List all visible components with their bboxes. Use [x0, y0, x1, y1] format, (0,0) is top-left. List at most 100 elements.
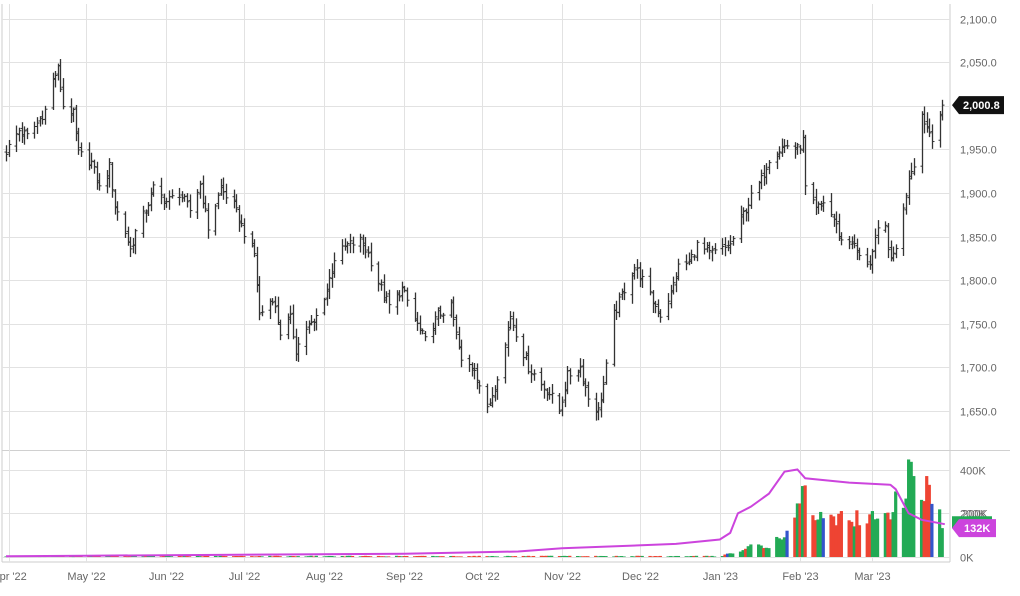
volume-bar: [583, 556, 587, 557]
x-tick-label: Dec '22: [622, 571, 659, 583]
volume-bar: [819, 511, 823, 557]
price-tick-label: 1,750.0: [960, 320, 997, 332]
x-tick-label: Apr '22: [0, 571, 27, 583]
volume-bar: [358, 556, 362, 557]
volume-bar: [723, 554, 727, 557]
volume-bar: [798, 503, 802, 557]
volume-bar: [832, 516, 836, 557]
volume-bar: [288, 556, 293, 557]
volume-bar: [656, 556, 660, 557]
last-price-label: 2,000.8: [963, 100, 1000, 112]
volume-bar: [451, 555, 456, 557]
volume-bar: [594, 555, 598, 557]
x-tick-label: Jul '22: [229, 571, 260, 583]
volume-bar: [907, 459, 911, 557]
volume-bar: [850, 521, 854, 557]
volume-bar: [586, 556, 590, 557]
volume-bar: [164, 555, 168, 557]
volume-bar: [200, 556, 205, 557]
volume-bar: [692, 555, 696, 557]
volume-bar: [322, 556, 326, 558]
volume-bar: [632, 556, 637, 558]
volume-bar: [273, 555, 277, 557]
volume-bar: [676, 555, 681, 557]
volume-bar: [366, 556, 370, 557]
volume-bar: [457, 556, 461, 558]
volume-bar: [575, 556, 580, 557]
volume-bar: [198, 556, 202, 557]
volume-bar: [294, 556, 298, 557]
volume-bar: [612, 556, 616, 558]
volume-bar: [330, 555, 334, 557]
volume-bar: [795, 503, 800, 557]
volume-bar: [361, 556, 365, 557]
volume-bar: [757, 544, 761, 557]
volume-bar: [834, 525, 838, 557]
volume-bar: [780, 539, 784, 557]
volume-bar: [382, 556, 386, 557]
volume-bar: [640, 555, 644, 557]
x-tick-label: Jun '22: [149, 571, 184, 583]
x-tick-label: Sep '22: [386, 571, 423, 583]
volume-bar: [493, 556, 497, 557]
volume-bar: [239, 555, 243, 557]
volume-bar: [397, 555, 401, 557]
volume-bar: [219, 555, 223, 557]
volume-bar: [601, 555, 606, 557]
volume-bar: [242, 556, 246, 557]
volume-bar: [720, 556, 725, 557]
volume-bar: [332, 556, 337, 558]
volume-bar: [617, 556, 621, 557]
volume-bar: [469, 556, 474, 558]
x-tick-label: Mar '23: [854, 571, 890, 583]
volume-bar: [115, 556, 119, 557]
x-tick-label: Aug '22: [306, 571, 343, 583]
open-interest-layer: [5, 468, 945, 558]
volume-bar: [544, 555, 549, 557]
volume-bar: [839, 511, 843, 557]
x-tick-label: Jan '23: [703, 571, 738, 583]
volume-bar: [402, 556, 406, 557]
volume-bar: [467, 556, 471, 557]
volume-bar: [144, 555, 148, 557]
volume-bar: [128, 556, 132, 558]
volume-bar: [725, 553, 730, 557]
last-volume-tag: [952, 519, 996, 538]
volume-bar: [490, 555, 494, 557]
volume-bar: [213, 555, 218, 557]
volume-bar: [560, 555, 564, 557]
volume-bar: [837, 513, 841, 557]
volume-bar: [503, 556, 507, 557]
volume-bar: [513, 556, 518, 557]
volume-bar: [141, 556, 145, 558]
volume-bar: [206, 555, 210, 557]
volume-bar: [940, 528, 944, 557]
volume-bar: [234, 555, 238, 557]
price-tick-label: 1,700.0: [960, 363, 997, 375]
volume-bar: [604, 556, 608, 557]
volume-bar: [180, 556, 184, 557]
price-tick-label: 2,050.0: [960, 58, 997, 70]
volume-bar: [105, 556, 109, 557]
volume-bar: [275, 555, 280, 557]
volume-bar: [563, 555, 567, 557]
x-tick-label: Oct '22: [465, 571, 500, 583]
last-price-tag: [952, 96, 1004, 115]
volume-bar: [257, 556, 262, 557]
volume-bar: [477, 555, 481, 557]
x-tick-label: Feb '23: [782, 571, 818, 583]
volume-bar: [873, 519, 877, 557]
volume-bar: [599, 555, 603, 557]
volume-bar: [775, 536, 779, 557]
volume-tick-label: 0K: [960, 553, 974, 565]
volume-bar: [705, 555, 709, 557]
volume-bar: [195, 555, 199, 557]
volume-bar: [526, 555, 531, 557]
volume-bar: [350, 555, 355, 557]
volume-bar: [278, 556, 282, 557]
volume-bar: [216, 556, 220, 557]
volume-bar: [420, 555, 424, 557]
volume-bar: [635, 555, 639, 557]
grid-layer: [1, 4, 1010, 563]
